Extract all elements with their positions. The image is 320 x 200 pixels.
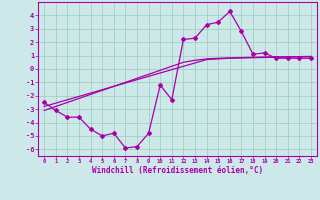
X-axis label: Windchill (Refroidissement éolien,°C): Windchill (Refroidissement éolien,°C) [92,166,263,175]
